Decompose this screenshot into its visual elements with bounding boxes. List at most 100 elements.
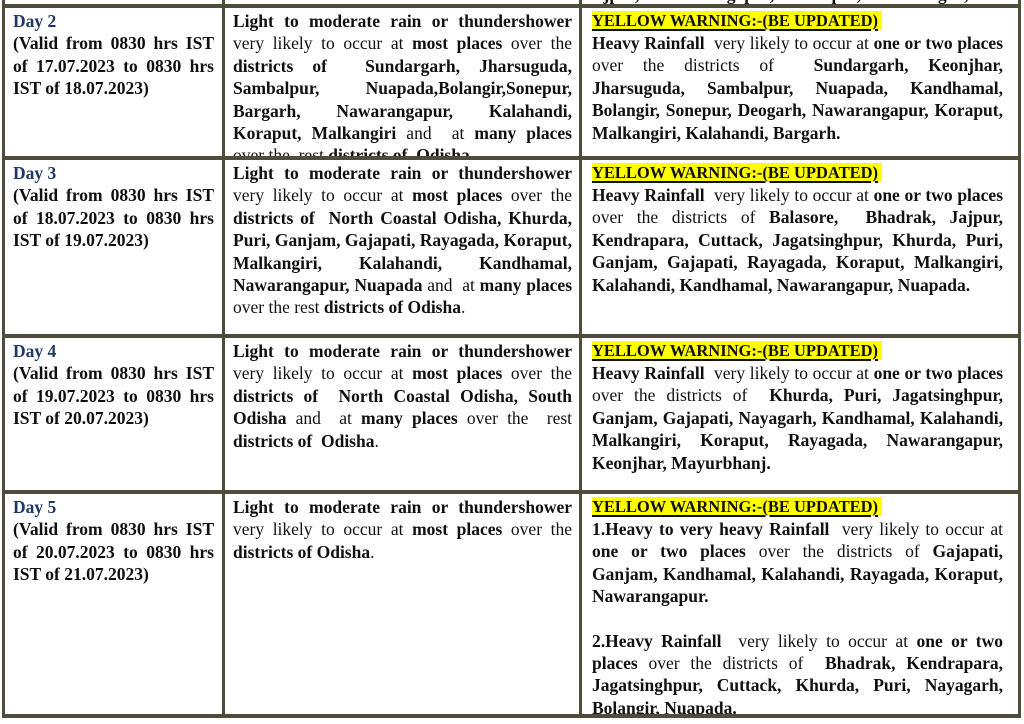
bold-text-segment: districts of Odisha xyxy=(323,297,461,318)
bold-text-segment: most places xyxy=(412,33,511,54)
bold-text-segment: one or two places xyxy=(873,185,1004,205)
bold-text-segment: most places xyxy=(412,519,511,540)
warning-cell: YELLOW WARNING:-(BE UPDATED) Heavy Rainfa… xyxy=(582,160,1012,334)
forecast-cell: Light to moderate rain or thundershower … xyxy=(225,494,582,714)
forecast-text: Light to moderate rain or thundershower … xyxy=(233,496,572,563)
day-cell: Day 4 (Valid from 0830 hrs IST of 19.07.2… xyxy=(5,338,225,490)
text-segment: over the districts of xyxy=(592,55,814,76)
text-segment: and at xyxy=(406,123,475,144)
validity-period: (Valid from 0830 hrs IST of 18.07.2023 t… xyxy=(13,185,214,251)
text-segment: very likely to occur at xyxy=(233,363,413,384)
bold-text-segment: most places xyxy=(412,363,511,384)
clipped-text-fragment: Jajpur, Nawarangapur, Koraput, Malkangir… xyxy=(582,0,1012,4)
bold-text-segment: one or two places xyxy=(873,33,1004,53)
bold-text-segment: Light to moderate rain or thundershower xyxy=(233,11,572,31)
bold-text-segment: Gajapati, Ganjam, Kandhamal, Kalahandi, … xyxy=(592,541,1004,607)
clipped-text: Jajpur, Nawarangapur, Koraput, Malkangir… xyxy=(586,0,969,4)
text-segment: very likely to occur at xyxy=(714,363,874,383)
bold-text-segment: 2.Heavy Rainfall xyxy=(592,630,739,651)
warning-header: YELLOW WARNING:-(BE UPDATED) xyxy=(592,9,1003,32)
bold-text-segment: 1.Heavy to very heavy Rainfall xyxy=(592,519,842,539)
day-label: Day 2 xyxy=(13,11,57,31)
text-segment: and at xyxy=(427,275,480,296)
text-segment: over the rest xyxy=(466,408,573,429)
warning-header-highlight: YELLOW WARNING:-(BE UPDATED) xyxy=(592,497,883,516)
text-segment: . xyxy=(370,541,375,562)
text-segment: over the xyxy=(510,185,572,206)
warning-header: YELLOW WARNING:-(BE UPDATED) xyxy=(592,495,1003,518)
day-label: Day 4 xyxy=(13,341,57,361)
forecast-cell: Light to moderate rain or thundershower … xyxy=(225,160,582,334)
text-segment: over the xyxy=(510,519,572,540)
warning-text: Heavy Rainfall very likely to occur at o… xyxy=(592,32,1003,144)
forecast-text: Light to moderate rain or thundershower … xyxy=(233,340,572,452)
table-rows: Day 2 (Valid from 0830 hrs IST of 17.07.2… xyxy=(5,8,1018,718)
day-cell: Day 2 (Valid from 0830 hrs IST of 17.07.2… xyxy=(5,8,225,156)
text-segment: over the xyxy=(510,33,572,54)
bold-text-segment: Balasore, Bhadrak, Jajpur, Kendrapara, C… xyxy=(592,207,1004,295)
day-label: Day 3 xyxy=(13,163,57,183)
bold-text-segment: many places xyxy=(479,275,572,296)
text-segment: over the districts of xyxy=(592,385,770,406)
warning-header: YELLOW WARNING:-(BE UPDATED) xyxy=(592,339,1003,362)
warning-header-highlight: YELLOW WARNING:-(BE UPDATED) xyxy=(592,341,883,360)
bold-text-segment: districts of Sundargarh, Jharsuguda, Sam… xyxy=(233,55,572,144)
text-segment: . xyxy=(469,145,475,156)
warning-text: 2.Heavy Rainfall very likely to occur at… xyxy=(592,630,1003,714)
bold-text-segment: most places xyxy=(412,185,511,206)
bold-text-segment: Sundargarh, Keonjhar, Jharsuguda, Sambal… xyxy=(592,55,1004,143)
validity-period: (Valid from 0830 hrs IST of 19.07.2023 t… xyxy=(13,363,214,429)
forecast-cell: Light to moderate rain or thundershower … xyxy=(225,338,582,490)
text-segment: over the rest xyxy=(233,145,329,156)
bold-text-segment: districts of Odisha xyxy=(328,145,470,156)
bold-text-segment: Heavy Rainfall xyxy=(592,185,715,205)
warning-text: Heavy Rainfall very likely to occur at o… xyxy=(592,362,1003,474)
bold-text-segment: Light to moderate rain or thundershower xyxy=(233,497,572,517)
text-segment: over the districts of xyxy=(648,653,825,674)
text-segment: over the xyxy=(510,363,572,384)
warning-text: Heavy Rainfall very likely to occur at o… xyxy=(592,184,1003,296)
day-cell: Day 3 (Valid from 0830 hrs IST of 18.07.2… xyxy=(5,160,225,334)
clipped-day-cell xyxy=(5,0,225,4)
bold-text-segment: Light to moderate rain or thundershower xyxy=(233,341,572,361)
bold-text-segment: Heavy Rainfall xyxy=(592,33,715,53)
bold-text-segment: one or two places xyxy=(873,363,1004,383)
warning-cell: YELLOW WARNING:-(BE UPDATED) Heavy Rainfa… xyxy=(582,8,1012,156)
clipped-forecast-cell xyxy=(225,0,582,4)
table-row: Day 2 (Valid from 0830 hrs IST of 17.07.2… xyxy=(5,8,1018,160)
text-segment: and at xyxy=(295,408,362,429)
text-segment: very likely to occur at xyxy=(738,630,917,651)
bold-text-segment: Bhadrak, Kendrapara, Jagatsinghpur, Cutt… xyxy=(592,653,1003,714)
table-row: Day 4 (Valid from 0830 hrs IST of 19.07.2… xyxy=(5,338,1018,494)
bold-text-segment: Heavy Rainfall xyxy=(592,363,715,383)
text-segment: very likely to occur at xyxy=(233,519,413,540)
warning-cell: YELLOW WARNING:-(BE UPDATED) 1.Heavy to v… xyxy=(582,494,1012,714)
clipped-warning-cell: Jajpur, Nawarangapur, Koraput, Malkangir… xyxy=(582,0,1012,4)
text-segment: over the districts of xyxy=(592,207,770,228)
bold-text-segment: districts of North Coastal Odisha, South… xyxy=(233,385,572,429)
forecast-text: Light to moderate rain or thundershower … xyxy=(233,10,572,156)
day-cell: Day 5 (Valid from 0830 hrs IST of 20.07.2… xyxy=(5,494,225,714)
warning-header-highlight: YELLOW WARNING:-(BE UPDATED) xyxy=(592,163,883,182)
warning-cell: YELLOW WARNING:-(BE UPDATED) Heavy Rainfa… xyxy=(582,338,1012,490)
text-segment: over the rest xyxy=(233,297,324,318)
bold-text-segment: Light to moderate rain or thundershower xyxy=(233,163,572,183)
validity-period: (Valid from 0830 hrs IST of 17.07.2023 t… xyxy=(13,33,214,99)
bold-text-segment: one or two places xyxy=(592,630,1003,674)
forecast-cell: Light to moderate rain or thundershower … xyxy=(225,8,582,156)
text-segment: . xyxy=(460,297,466,318)
clipped-previous-row: Jajpur, Nawarangapur, Koraput, Malkangir… xyxy=(5,0,1018,8)
text-segment: very likely to occur at xyxy=(714,185,874,205)
text-segment: very likely to occur at xyxy=(233,185,413,206)
bold-text-segment: districts of Odisha xyxy=(233,430,375,451)
warning-header: YELLOW WARNING:-(BE UPDATED) xyxy=(592,161,1003,184)
text-segment: very likely to occur at xyxy=(714,33,874,53)
bold-text-segment: one or two places xyxy=(592,541,759,562)
day-label: Day 5 xyxy=(13,497,57,517)
text-segment: very likely to occur at xyxy=(233,33,413,54)
warning-header-highlight: YELLOW WARNING:-(BE UPDATED) xyxy=(592,11,883,30)
validity-period: (Valid from 0830 hrs IST of 20.07.2023 t… xyxy=(13,519,214,585)
bold-text-segment: districts of Odisha xyxy=(233,541,371,562)
